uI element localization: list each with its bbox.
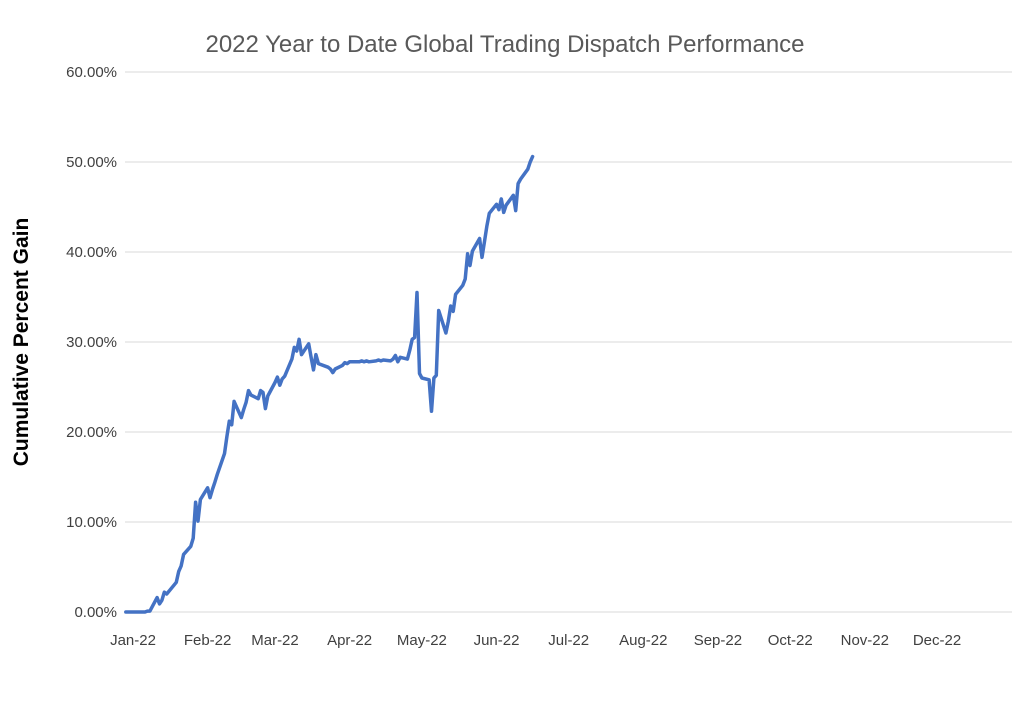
x-tick-label: Jan-22 bbox=[110, 632, 156, 649]
x-tick-label: Oct-22 bbox=[768, 632, 813, 649]
x-tick-label: Jul-22 bbox=[548, 632, 589, 649]
y-axis-title: Cumulative Percent Gain bbox=[10, 218, 33, 467]
y-tick-label: 60.00% bbox=[66, 64, 117, 81]
chart-title: 2022 Year to Date Global Trading Dispatc… bbox=[205, 31, 804, 58]
x-tick-label: Dec-22 bbox=[913, 632, 961, 649]
x-tick-label: Mar-22 bbox=[251, 632, 299, 649]
y-tick-label: 10.00% bbox=[66, 514, 117, 531]
y-tick-label: 40.00% bbox=[66, 244, 117, 261]
x-tick-label: Sep-22 bbox=[694, 632, 742, 649]
y-tick-label: 0.00% bbox=[74, 604, 117, 621]
y-tick-label: 50.00% bbox=[66, 154, 117, 171]
x-tick-label: Jun-22 bbox=[474, 632, 520, 649]
x-tick-label: Feb-22 bbox=[184, 632, 232, 649]
y-tick-label: 30.00% bbox=[66, 334, 117, 351]
y-tick-label: 20.00% bbox=[66, 424, 117, 441]
series-line bbox=[124, 154, 535, 614]
x-tick-label: Aug-22 bbox=[619, 632, 667, 649]
x-tick-label: Nov-22 bbox=[841, 632, 889, 649]
x-tick-label: May-22 bbox=[397, 632, 447, 649]
x-tick-label: Apr-22 bbox=[327, 632, 372, 649]
